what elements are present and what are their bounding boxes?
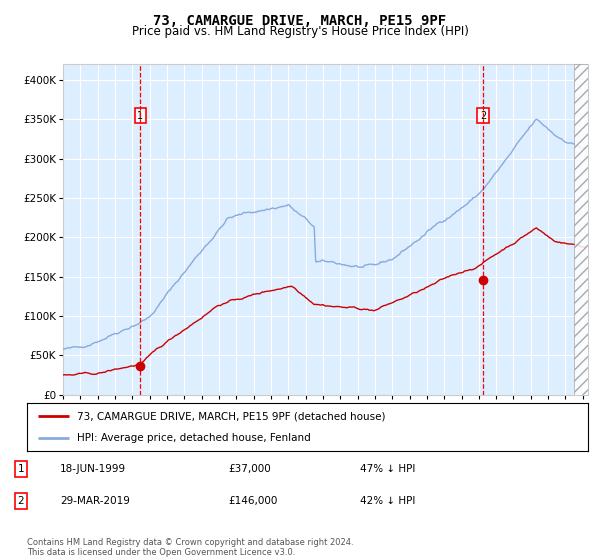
Text: £146,000: £146,000 xyxy=(228,496,277,506)
Text: 47% ↓ HPI: 47% ↓ HPI xyxy=(360,464,415,474)
Text: 2: 2 xyxy=(17,496,25,506)
Text: HPI: Average price, detached house, Fenland: HPI: Average price, detached house, Fenl… xyxy=(77,433,311,443)
Text: 29-MAR-2019: 29-MAR-2019 xyxy=(60,496,130,506)
Text: 42% ↓ HPI: 42% ↓ HPI xyxy=(360,496,415,506)
Text: 1: 1 xyxy=(17,464,25,474)
Bar xyxy=(574,64,588,395)
Text: £37,000: £37,000 xyxy=(228,464,271,474)
Text: 18-JUN-1999: 18-JUN-1999 xyxy=(60,464,126,474)
Text: 73, CAMARGUE DRIVE, MARCH, PE15 9PF (detached house): 73, CAMARGUE DRIVE, MARCH, PE15 9PF (det… xyxy=(77,411,386,421)
Text: Contains HM Land Registry data © Crown copyright and database right 2024.
This d: Contains HM Land Registry data © Crown c… xyxy=(27,538,353,557)
Text: Price paid vs. HM Land Registry's House Price Index (HPI): Price paid vs. HM Land Registry's House … xyxy=(131,25,469,38)
Text: 73, CAMARGUE DRIVE, MARCH, PE15 9PF: 73, CAMARGUE DRIVE, MARCH, PE15 9PF xyxy=(154,14,446,28)
Text: 2: 2 xyxy=(480,110,486,120)
Text: 1: 1 xyxy=(137,110,143,120)
